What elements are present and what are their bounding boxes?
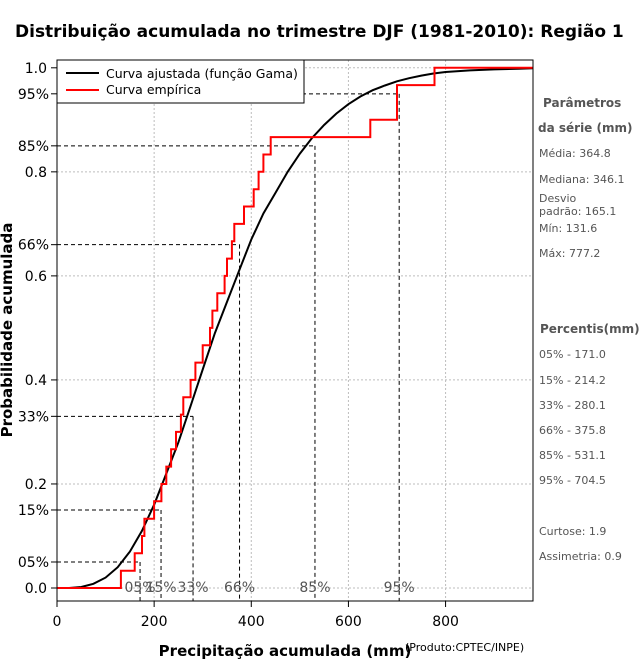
pct-85-value: 85% - 531.1 [539,449,606,462]
stat-desvio-2: padrão: 165.1 [539,205,616,218]
pct-05-value: 05% - 171.0 [539,348,606,361]
x-tick-label: 600 [335,614,362,630]
stat-mediana: Mediana: 346.1 [539,173,624,186]
x-tick-label: 400 [238,614,265,630]
percentile-x-label: 05% [124,580,155,596]
y-tick-label: 0.0 [25,581,47,597]
grid [56,60,533,601]
params-title-2: da série (mm) [538,121,632,135]
percentile-x-label: 33% [177,580,208,596]
percentile-x-label: 85% [299,580,330,596]
x-tick-label: 200 [141,614,168,630]
y-axis-label: Probabilidade acumulada [0,223,16,438]
legend-label-fitted: Curva ajustada (função Gama) [106,66,298,81]
legend-box [56,59,305,104]
y-tick-label: 1.0 [25,61,47,77]
series [57,66,534,589]
stat-desvio-1: Desvio [539,192,577,205]
y-tick-label: 0.4 [25,373,47,389]
axes: 0 200 400 600 800 0.0 0.2 0.4 0.6 0.8 1.0 [25,61,459,630]
pct-33-value: 33% - 280.1 [539,399,606,412]
percentis-title: Percentis(mm) [540,322,640,336]
pct-95-value: 95% - 704.5 [539,474,606,487]
y-tick-label: 0.2 [25,477,47,493]
percentile-x-label: 66% [224,580,255,596]
x-tick-label: 800 [432,614,459,630]
plot-frame [56,59,534,602]
pct-15-value: 15% - 214.2 [539,374,606,387]
percentile-guides [57,93,400,601]
percentile-x-label: 15% [145,580,176,596]
legend-label-empirical: Curva empírica [106,82,201,97]
stat-max: Máx: 777.2 [539,247,600,260]
y-tick-label: 0.6 [25,269,47,285]
empirical-curve-line [57,66,533,589]
percentile-y-label: 66% [18,238,49,254]
stat-curtose: Curtose: 1.9 [539,525,606,538]
stat-media: Média: 364.8 [539,147,611,160]
credit-label: (Produto:CPTEC/INPE) [405,641,524,654]
percentile-labels: 05%05%15%15%33%33%66%66%85%85%95%95% [18,87,415,596]
percentile-x-label: 95% [384,580,415,596]
params-title-1: Parâmetros [543,96,621,110]
x-tick-label: 0 [53,614,62,630]
legend: Curva ajustada (função Gama) Curva empír… [56,59,305,104]
percentile-y-label: 33% [18,409,49,425]
percentile-y-label: 95% [18,87,49,103]
pct-66-value: 66% - 375.8 [539,424,606,437]
side-panel: Parâmetros da série (mm) Média: 364.8 Me… [538,96,640,563]
percentile-y-label: 85% [18,139,49,155]
fitted-curve-line [57,67,534,589]
x-axis-label: Precipitação acumulada (mm) [159,642,412,660]
stat-min: Mín: 131.6 [539,222,597,235]
percentile-y-label: 05% [18,555,49,571]
y-tick-label: 0.8 [25,165,47,181]
stat-assimetria: Assimetria: 0.9 [539,550,622,563]
percentile-y-label: 15% [18,503,49,519]
chart-title: Distribuição acumulada no trimestre DJF … [15,22,624,42]
